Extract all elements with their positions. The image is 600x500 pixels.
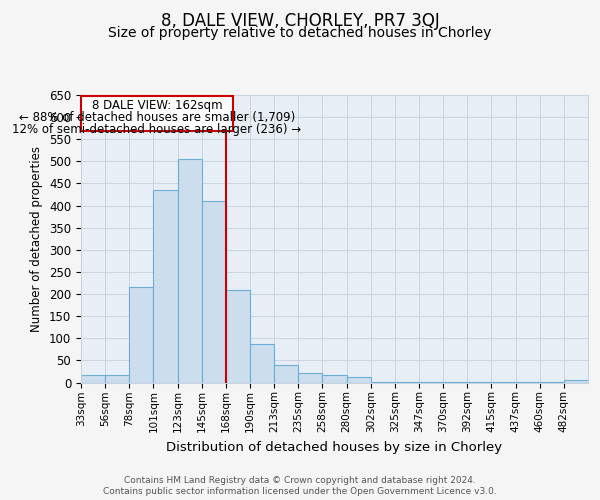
Bar — [178, 159, 202, 382]
Bar — [81, 96, 233, 132]
Text: Size of property relative to detached houses in Chorley: Size of property relative to detached ho… — [109, 26, 491, 40]
Bar — [105, 374, 129, 382]
X-axis label: Distribution of detached houses by size in Chorley: Distribution of detached houses by size … — [166, 440, 503, 454]
Text: ← 88% of detached houses are smaller (1,709): ← 88% of detached houses are smaller (1,… — [19, 112, 295, 124]
Y-axis label: Number of detached properties: Number of detached properties — [31, 146, 43, 332]
Bar — [250, 344, 274, 382]
Bar — [322, 374, 347, 382]
Bar — [81, 374, 105, 382]
Text: 8 DALE VIEW: 162sqm: 8 DALE VIEW: 162sqm — [92, 100, 223, 112]
Text: Contains HM Land Registry data © Crown copyright and database right 2024.: Contains HM Land Registry data © Crown c… — [124, 476, 476, 485]
Bar — [347, 377, 371, 382]
Bar — [226, 290, 250, 382]
Bar — [129, 288, 154, 382]
Text: Contains public sector information licensed under the Open Government Licence v3: Contains public sector information licen… — [103, 487, 497, 496]
Text: 8, DALE VIEW, CHORLEY, PR7 3QJ: 8, DALE VIEW, CHORLEY, PR7 3QJ — [161, 12, 439, 30]
Bar — [298, 373, 322, 382]
Bar — [202, 201, 226, 382]
Text: 12% of semi-detached houses are larger (236) →: 12% of semi-detached houses are larger (… — [13, 124, 302, 136]
Bar — [274, 365, 298, 382]
Bar — [564, 380, 588, 382]
Bar — [154, 190, 178, 382]
